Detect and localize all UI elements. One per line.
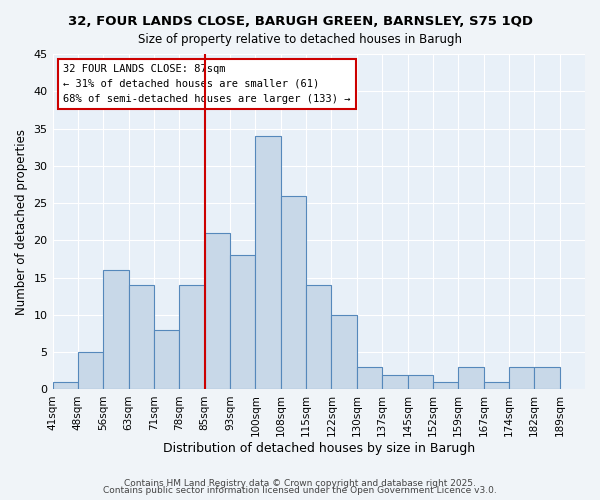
Bar — [205, 233, 230, 390]
Bar — [230, 256, 256, 390]
Bar — [306, 285, 331, 390]
Bar — [53, 382, 78, 390]
Bar — [509, 367, 534, 390]
Bar — [433, 382, 458, 390]
Bar — [78, 352, 103, 390]
Text: 32, FOUR LANDS CLOSE, BARUGH GREEN, BARNSLEY, S75 1QD: 32, FOUR LANDS CLOSE, BARUGH GREEN, BARN… — [67, 15, 533, 28]
Bar — [103, 270, 128, 390]
Bar — [357, 367, 382, 390]
Text: Contains public sector information licensed under the Open Government Licence v3: Contains public sector information licen… — [103, 486, 497, 495]
Bar — [382, 374, 407, 390]
Text: Size of property relative to detached houses in Barugh: Size of property relative to detached ho… — [138, 32, 462, 46]
Bar — [534, 367, 560, 390]
Bar — [484, 382, 509, 390]
Text: Contains HM Land Registry data © Crown copyright and database right 2025.: Contains HM Land Registry data © Crown c… — [124, 478, 476, 488]
Bar — [256, 136, 281, 390]
Bar — [281, 196, 306, 390]
Bar — [179, 285, 205, 390]
Bar — [331, 315, 357, 390]
X-axis label: Distribution of detached houses by size in Barugh: Distribution of detached houses by size … — [163, 442, 475, 455]
Bar — [154, 330, 179, 390]
Y-axis label: Number of detached properties: Number of detached properties — [15, 128, 28, 314]
Bar — [458, 367, 484, 390]
Bar — [128, 285, 154, 390]
Bar — [407, 374, 433, 390]
Text: 32 FOUR LANDS CLOSE: 87sqm
← 31% of detached houses are smaller (61)
68% of semi: 32 FOUR LANDS CLOSE: 87sqm ← 31% of deta… — [63, 64, 350, 104]
